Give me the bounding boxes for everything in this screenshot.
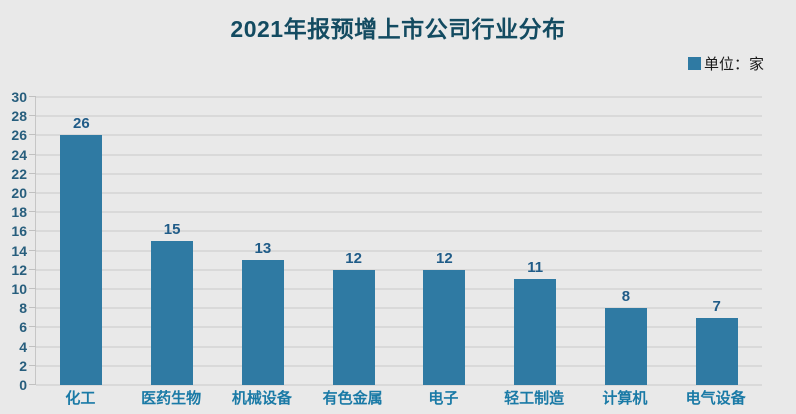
bar-column: 12 [308,97,399,385]
y-tick-mark [29,249,36,251]
y-tick-label: 18 [11,204,27,221]
gridline [36,364,762,367]
gridline [36,192,762,194]
x-axis-label: 计算机 [602,390,648,407]
gridline [36,153,762,156]
gridline [36,384,762,386]
y-tick-label: 30 [11,89,27,105]
y-tick-mark [29,134,36,136]
y-tick-mark [29,268,36,270]
y-tick-mark [29,172,36,174]
bar-value-label: 12 [436,249,453,267]
y-tick-mark [29,192,36,193]
bar-column: 15 [127,97,218,385]
bar-value-label: 26 [73,115,90,133]
gridline [36,211,762,214]
y-tick-label: 28 [11,108,27,125]
gridline [36,96,762,98]
plot-area: 0 2 4 6 8 10 12 14 16 18 20 22 24 26 28 30 26 15 13 12 12 11 8… [11,89,762,393]
bar-value-label: 12 [345,249,362,267]
y-tick-label: 2 [19,357,27,374]
y-tick-label: 8 [19,300,27,317]
bar [332,269,375,385]
x-axis-label: 轻工制造 [504,390,565,407]
bar-column: 12 [399,97,490,385]
y-tick-mark [29,230,36,232]
x-axis-label: 医药生物 [141,390,202,407]
y-tick-mark [29,364,36,366]
bar-column: 11 [490,97,581,385]
gridline [36,326,762,329]
y-tick-label: 24 [11,146,27,163]
gridline [36,345,762,348]
y-tick-label: 20 [11,185,27,201]
bar-value-label: 15 [163,221,181,238]
gridline [36,230,762,233]
y-tick-label: 22 [11,165,27,182]
bar-column: 8 [581,97,672,385]
y-tick-label: 26 [11,127,27,144]
gridline [36,115,762,118]
y-tick-label: 10 [11,281,27,297]
y-tick-label: 14 [11,242,27,259]
x-axis-label: 化工 [65,390,96,407]
y-tick-label: 6 [19,319,27,336]
y-tick-mark [29,384,36,385]
y-tick-label: 12 [11,261,27,278]
x-axis-label: 电气设备 [685,390,746,407]
bar [151,241,194,385]
x-axis-label: 有色金属 [322,390,383,407]
bar-column: 13 [218,97,309,385]
chart-title: 2021年报预增上市公司行业分布 [230,16,566,42]
x-axis-label: 机械设备 [231,390,292,407]
gridline [36,268,762,271]
legend-label: 单位：家 [703,56,764,73]
bar-value-label: 13 [254,240,272,258]
bar-value-label: 11 [527,259,544,277]
y-tick-mark [29,96,36,97]
bar [60,135,103,385]
legend: 单位：家 [687,53,764,74]
bar-value-label: 8 [621,288,631,306]
y-tick-label: 0 [19,377,27,393]
gridline [36,249,762,252]
y-tick-mark [29,345,36,347]
bar [695,317,738,385]
bar-column: 26 [36,97,127,385]
bar-value-label: 7 [712,297,721,315]
y-tick-mark [29,153,36,155]
x-axis-label: 电子 [428,390,459,407]
y-tick-mark [29,115,36,117]
bar [241,260,284,385]
y-tick-mark [29,326,36,328]
y-tick-mark [29,211,36,213]
bar [514,279,557,385]
gridline [36,172,762,175]
gridline [36,134,762,137]
bar [423,269,466,385]
legend-swatch-icon [687,57,701,70]
gridline [36,307,762,310]
bar [604,308,647,385]
x-axis: 化工 医药生物 机械设备 有色金属 电子 轻工制造 计算机 电气设备 [35,389,761,409]
bar-column: 7 [671,97,762,385]
y-tick-mark [29,288,36,289]
y-tick-mark [29,307,36,309]
y-tick-label: 16 [11,223,27,240]
y-tick-label: 4 [19,338,27,355]
gridline [36,288,762,290]
